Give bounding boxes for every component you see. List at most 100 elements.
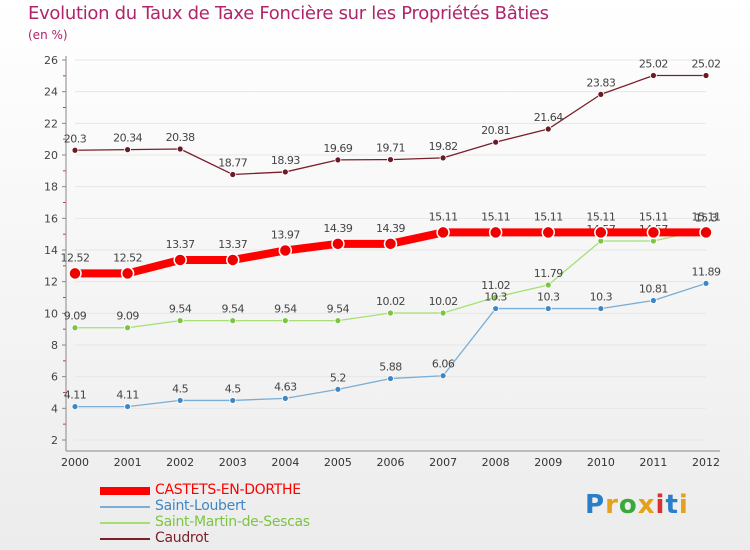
data-label: 25.02 (692, 58, 721, 71)
data-label: 4.63 (274, 380, 297, 393)
data-label: 4.5 (172, 382, 188, 395)
data-label: 10.3 (484, 291, 507, 304)
data-label: 23.83 (586, 76, 615, 89)
y-tick-label: 14 (44, 244, 58, 257)
x-tick-label: 2007 (429, 456, 457, 469)
x-tick-label: 2010 (587, 456, 615, 469)
data-point (594, 225, 608, 240)
data-label: 4.11 (64, 389, 87, 402)
data-label: 12.52 (61, 251, 90, 264)
data-point (334, 385, 342, 393)
data-label: 21.64 (534, 111, 563, 124)
data-point (281, 394, 289, 402)
data-point (650, 72, 657, 79)
x-tick-label: 2005 (324, 456, 352, 469)
legend-swatch (100, 487, 150, 495)
data-label: 15.11 (429, 210, 458, 223)
data-label: 19.69 (323, 142, 352, 155)
data-label: 9.54 (327, 303, 350, 316)
x-tick-label: 2006 (377, 456, 405, 469)
data-point (650, 297, 657, 304)
data-label: 9.54 (169, 303, 192, 316)
data-point (278, 243, 293, 258)
proxiti-logo: Proxiti (585, 490, 689, 520)
data-point (387, 309, 394, 317)
data-point (544, 305, 552, 312)
y-tick-label: 20 (44, 149, 58, 162)
data-point (436, 225, 450, 240)
y-tick-label: 16 (44, 212, 58, 225)
y-tick-label: 4 (51, 402, 58, 415)
y-tick-label: 26 (44, 54, 58, 67)
data-point (334, 156, 342, 164)
legend-swatch (100, 538, 150, 540)
data-label: 13.97 (271, 228, 300, 241)
data-label: 20.38 (166, 131, 195, 144)
legend-label: CASTETS-EN-DORTHE (155, 482, 301, 498)
data-point (492, 305, 500, 312)
y-tick-label: 24 (44, 86, 58, 99)
data-label: 15.11 (481, 210, 510, 223)
chart-title: Evolution du Taux de Taxe Foncière sur l… (28, 3, 549, 24)
data-label: 4.11 (116, 389, 139, 402)
data-point (176, 397, 184, 404)
data-label: 4.5 (225, 382, 241, 395)
data-point (71, 403, 79, 410)
data-point (124, 403, 131, 410)
data-point (176, 145, 184, 153)
data-point (281, 168, 289, 176)
legend-swatch (100, 522, 150, 524)
data-label: 10.3 (590, 291, 613, 304)
data-point (120, 266, 135, 281)
data-point (124, 146, 131, 154)
data-label: 20.81 (481, 124, 510, 137)
data-label: 13.37 (166, 238, 195, 251)
data-label: 14.39 (323, 222, 352, 235)
y-tick-label: 8 (51, 339, 58, 352)
x-tick-label: 2011 (639, 456, 667, 469)
legend-label: Saint-Loubert (155, 498, 246, 514)
data-label: 19.82 (429, 140, 458, 153)
data-point (229, 397, 237, 404)
data-label: 9.09 (64, 310, 87, 323)
data-point (439, 154, 447, 162)
data-point (229, 171, 237, 178)
x-tick-label: 2001 (114, 456, 142, 469)
data-label: 9.54 (222, 303, 245, 316)
data-label: 15.11 (586, 210, 615, 223)
data-point (541, 225, 555, 240)
data-label: 11.89 (692, 265, 721, 278)
data-label: 18.77 (218, 156, 247, 169)
data-label: 11.79 (534, 267, 563, 280)
data-point (387, 375, 394, 382)
data-label: 15.11 (639, 210, 668, 223)
data-point (439, 372, 447, 380)
data-point (226, 253, 240, 267)
data-label: 10.81 (639, 283, 668, 296)
data-point (488, 225, 503, 240)
x-tick-label: 2009 (534, 456, 562, 469)
x-tick-label: 2008 (482, 456, 510, 469)
data-point (334, 317, 342, 325)
data-label: 10.02 (376, 295, 405, 308)
y-tick-label: 22 (44, 117, 58, 130)
data-point (387, 156, 394, 163)
x-tick-label: 2002 (166, 456, 194, 469)
legend-label: Saint-Martin-de-Sescas (155, 514, 310, 530)
data-label: 19.71 (376, 142, 405, 155)
data-point (68, 266, 82, 281)
y-tick-label: 18 (44, 181, 58, 194)
data-label: 15.3 (695, 211, 718, 224)
data-label: 13.37 (218, 238, 247, 251)
data-label: 15.11 (692, 210, 721, 223)
data-point (71, 324, 79, 332)
chart-subtitle: (en %) (28, 28, 68, 42)
data-label: 18.93 (271, 154, 300, 167)
data-point (439, 309, 447, 317)
y-tick-label: 12 (44, 276, 58, 289)
data-point (331, 237, 345, 251)
data-label: 20.34 (113, 132, 142, 145)
data-label: 11.02 (481, 279, 510, 292)
